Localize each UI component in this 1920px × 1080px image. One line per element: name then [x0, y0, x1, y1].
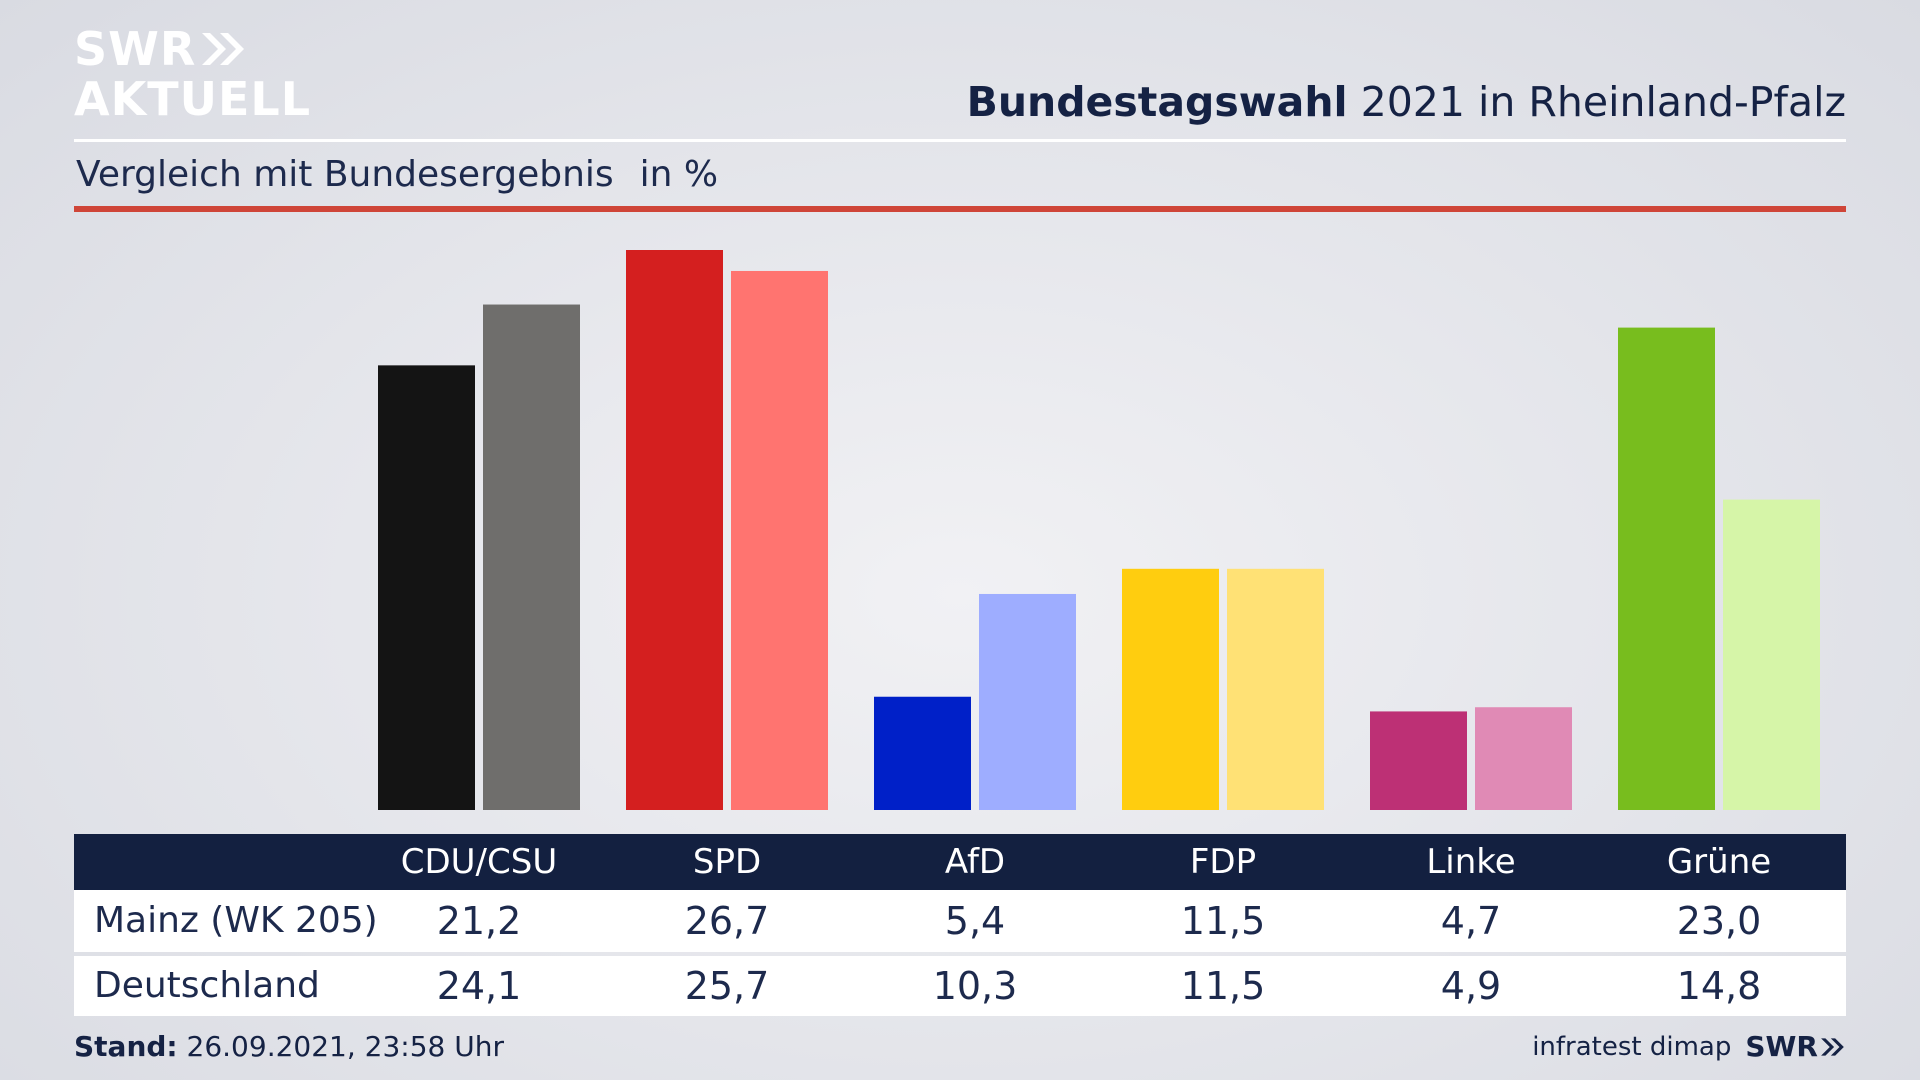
header-divider — [74, 139, 1846, 142]
table-row: Mainz (WK 205) 21,2 26,7 5,4 11,5 4,7 23,0 — [74, 890, 1846, 952]
source-credit: infratest dimap SWR — [1532, 1030, 1846, 1063]
column-header: Grüne — [1666, 842, 1772, 882]
footer-brand-text: SWR — [1745, 1030, 1818, 1063]
stand-value: 26.09.2021, 23:58 Uhr — [186, 1030, 504, 1063]
table-cell: 11,5 — [1180, 964, 1266, 1008]
chevrons-icon — [202, 33, 245, 65]
stand-label: Stand: — [74, 1030, 178, 1063]
title-bold: Bundestagswahl — [966, 78, 1348, 126]
column-header: CDU/CSU — [400, 842, 558, 882]
table-header: CDU/CSU SPD AfD FDP Linke Grüne — [74, 834, 1846, 890]
column-header: AfD — [944, 842, 1006, 882]
table-cell: 23,0 — [1676, 899, 1762, 943]
bar-cdu-csu-mainz — [378, 365, 475, 810]
row-label: Mainz (WK 205) — [94, 900, 378, 941]
logo-swr-text: SWR — [74, 22, 197, 76]
bar-grüne-deutschland — [1723, 499, 1820, 810]
bar-fdp-deutschland — [1227, 568, 1324, 810]
table-cell: 4,7 — [1440, 899, 1502, 943]
column-header: SPD — [692, 842, 762, 882]
bar-cdu-csu-deutschland — [483, 304, 580, 810]
table-cell: 26,7 — [684, 899, 770, 943]
subtitle-text: Vergleich mit Bundesergebnis — [76, 154, 614, 195]
chevrons-icon — [1821, 1037, 1844, 1056]
bar-afd-mainz — [874, 696, 971, 810]
table-cell: 11,5 — [1180, 899, 1266, 943]
bar-spd-deutschland — [731, 270, 828, 811]
column-header: FDP — [1189, 842, 1257, 882]
table-row: Deutschland 24,1 25,7 10,3 11,5 4,9 14,8 — [74, 956, 1846, 1016]
timestamp: Stand: 26.09.2021, 23:58 Uhr — [74, 1030, 504, 1063]
swr-aktuell-logo: SWR AKTUELL — [74, 26, 311, 122]
bar-spd-mainz — [626, 250, 723, 810]
accent-divider — [74, 206, 1846, 212]
table-cell: 10,3 — [932, 964, 1018, 1008]
table-cell: 4,9 — [1440, 964, 1502, 1008]
footer-brand: SWR — [1745, 1030, 1846, 1063]
source-text: infratest dimap — [1532, 1031, 1732, 1062]
subtitle-unit: in % — [639, 154, 719, 195]
bar-linke-deutschland — [1475, 707, 1572, 810]
page-title: Bundestagswahl 2021 in Rheinland-Pfalz — [967, 78, 1846, 126]
title-rest: 2021 in Rheinland-Pfalz — [1360, 78, 1846, 126]
results-table: CDU/CSU SPD AfD FDP Linke Grüne Mainz (WK 205… — [74, 834, 1846, 1016]
column-header: Linke — [1426, 842, 1516, 882]
table-cell: 5,4 — [944, 899, 1006, 943]
table-cell: 24,1 — [436, 964, 522, 1008]
table-cell: 21,2 — [436, 899, 522, 943]
logo-aktuell-text: AKTUELL — [74, 72, 312, 126]
bar-grüne-mainz — [1618, 327, 1715, 810]
table-cell: 14,8 — [1676, 964, 1762, 1008]
bar-fdp-mainz — [1122, 568, 1219, 810]
bar-linke-mainz — [1370, 711, 1467, 810]
table-cell: 25,7 — [684, 964, 770, 1008]
chart-subtitle: Vergleich mit Bundesergebnis in % — [76, 154, 718, 195]
bar-afd-deutschland — [979, 593, 1076, 810]
row-label: Deutschland — [94, 965, 320, 1006]
